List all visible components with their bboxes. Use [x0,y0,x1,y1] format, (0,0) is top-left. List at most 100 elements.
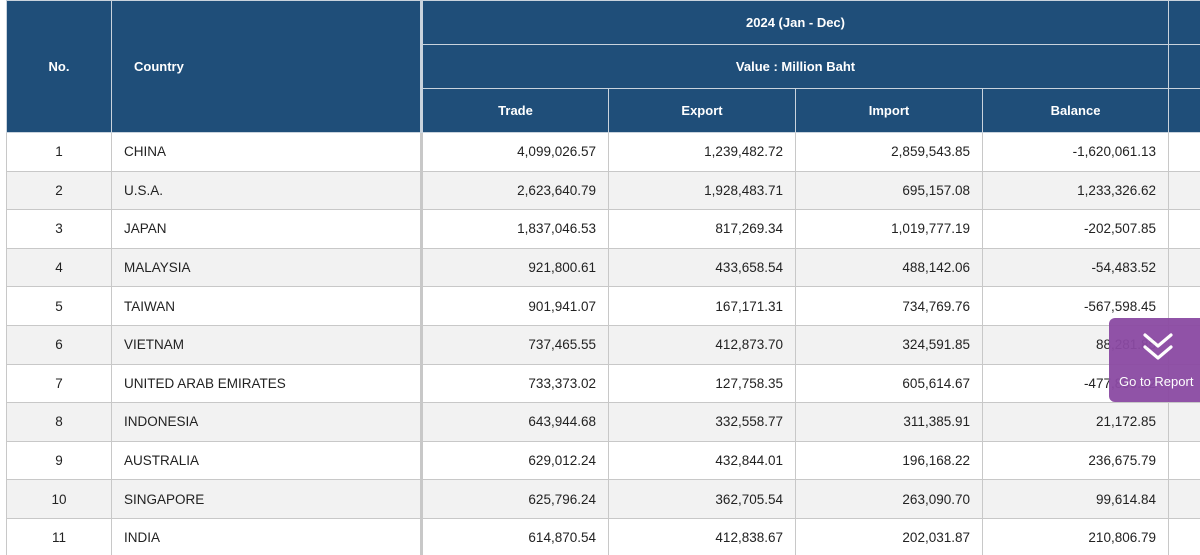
cell-trade: 614,870.54 [420,517,609,555]
cell-trade: 1,837,046.53 [420,209,609,249]
trade-table: No. Country 2024 (Jan - Dec) Value : Mil… [6,0,1200,555]
cell-import: 311,385.91 [795,402,983,442]
go-to-report-button[interactable]: Go to Report [1109,318,1200,402]
table-row: 8 INDONESIA 643,944.68 332,558.77 311,385.91… [6,402,1200,442]
cell-country: MALAYSIA [111,247,422,288]
cell-import: 1,019,777.19 [795,209,983,249]
cell-balance: -567,598.45 [982,286,1169,326]
cell-balance: -1,620,061.13 [982,132,1169,172]
cell-no: 8 [6,402,112,442]
cell-next-column [1168,247,1200,288]
cell-import: 605,614.67 [795,363,983,404]
cell-export: 1,239,482.72 [608,132,796,172]
cell-next-column [1168,132,1200,172]
cell-balance: 1,233,326.62 [982,170,1169,211]
cell-no: 3 [6,209,112,249]
cell-export: 433,658.54 [608,247,796,288]
cell-export: 332,558.77 [608,402,796,442]
cell-import: 488,142.06 [795,247,983,288]
header-period: 2024 (Jan - Dec) [420,0,1169,45]
cell-no: 11 [6,517,112,555]
cell-import: 324,591.85 [795,324,983,365]
cell-export: 127,758.35 [608,363,796,404]
cell-trade: 4,099,026.57 [420,132,609,172]
header-next-column-unit [1168,44,1200,89]
cell-country: U.S.A. [111,170,422,211]
cell-country: INDONESIA [111,402,422,442]
header-unit: Value : Million Baht [420,44,1169,89]
go-to-report-label: Go to Report [1119,374,1194,389]
cell-no: 7 [6,363,112,404]
cell-country: VIETNAM [111,324,422,365]
cell-no: 2 [6,170,112,211]
table-row: 6VIETNAM737,465.55412,873.70324,591.8588… [6,324,1200,365]
cell-next-column [1168,209,1200,249]
cell-country: AUSTRALIA [111,440,422,481]
cell-trade: 643,944.68 [420,402,609,442]
cell-export: 362,705.54 [608,479,796,519]
cell-no: 4 [6,247,112,288]
header-export: Export [608,88,796,133]
header-trade: Trade [420,88,609,133]
cell-no: 9 [6,440,112,481]
double-chevron-down-icon [1143,333,1173,360]
cell-next-column [1168,170,1200,211]
cell-no: 1 [6,132,112,172]
cell-export: 167,171.31 [608,286,796,326]
cell-import: 734,769.76 [795,286,983,326]
table-row: 7 UNITED ARAB EMIRATES 733,373.02 127,758.3… [6,363,1200,404]
cell-import: 2,859,543.85 [795,132,983,172]
cell-import: 196,168.22 [795,440,983,481]
cell-country: JAPAN [111,209,422,249]
cell-trade: 2,623,640.79 [420,170,609,211]
cell-country: SINGAPORE [111,479,422,519]
cell-import: 263,090.70 [795,479,983,519]
cell-import: 202,031.87 [795,517,983,555]
table-row: 10 SINGAPORE 625,796.24 362,705.54 263,090.7… [6,479,1200,519]
cell-export: 817,269.34 [608,209,796,249]
cell-trade: 733,373.02 [420,363,609,404]
cell-country: TAIWAN [111,286,422,326]
cell-country: UNITED ARAB EMIRATES [111,363,422,404]
cell-next-column [1168,402,1200,442]
cell-export: 432,844.01 [608,440,796,481]
cell-export: 412,873.70 [608,324,796,365]
header-next-column [1168,0,1200,45]
table-row: 4 MALAYSIA 921,800.61 433,658.54 488,142.06-… [6,247,1200,288]
header-balance: Balance [982,88,1169,133]
cell-balance: -202,507.85 [982,209,1169,249]
table-row: 2 U.S.A. 2,623,640.79 1,928,483.71 695,157.0… [6,170,1200,211]
cell-trade: 629,012.24 [420,440,609,481]
cell-next-column [1168,517,1200,555]
header-country: Country [111,0,422,133]
cell-next-column [1168,479,1200,519]
cell-balance: 99,614.84 [982,479,1169,519]
cell-no: 10 [6,479,112,519]
table-row: 3 JAPAN 1,837,046.53 817,269.34 1,019,777.19… [6,209,1200,249]
cell-next-column [1168,440,1200,481]
cell-trade: 625,796.24 [420,479,609,519]
cell-country: INDIA [111,517,422,555]
cell-export: 1,928,483.71 [608,170,796,211]
table-row: 1 CHINA 4,099,026.57 1,239,482.72 2,859,543.… [6,132,1200,172]
cell-balance: -54,483.52 [982,247,1169,288]
cell-trade: 737,465.55 [420,324,609,365]
cell-balance: 236,675.79 [982,440,1169,481]
cell-trade: 921,800.61 [420,247,609,288]
table-row: 11 INDIA 614,870.54 412,838.67 202,031.87 210… [6,517,1200,555]
table-row: 9 AUSTRALIA 629,012.24 432,844.01 196,168.22… [6,440,1200,481]
header-no: No. [6,0,112,133]
header-import: Import [795,88,983,133]
cell-no: 5 [6,286,112,326]
cell-balance: 210,806.79 [982,517,1169,555]
table-row: 5 TAIWAN 901,941.07 167,171.31 734,769.76 -56… [6,286,1200,326]
cell-trade: 901,941.07 [420,286,609,326]
cell-balance: 21,172.85 [982,402,1169,442]
cell-import: 695,157.08 [795,170,983,211]
cell-export: 412,838.67 [608,517,796,555]
header-next-column-sub [1168,88,1200,133]
cell-country: CHINA [111,132,422,172]
table-body: 1 CHINA 4,099,026.57 1,239,482.72 2,859,543.… [6,132,1200,555]
cell-no: 6 [6,324,112,365]
